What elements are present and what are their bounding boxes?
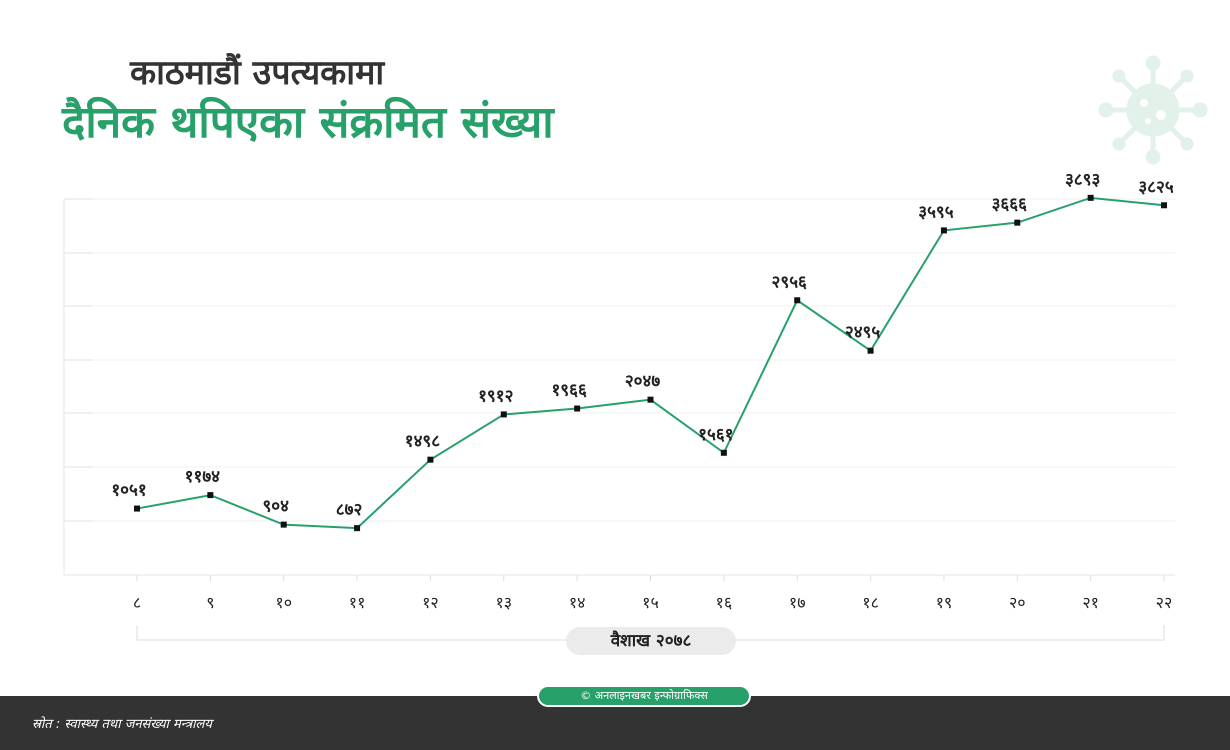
data-point	[280, 521, 287, 528]
x-tick-label: ९	[206, 593, 214, 612]
data-label: ३६६६	[992, 195, 1028, 215]
data-point	[574, 405, 581, 412]
data-label: ११७४	[185, 467, 221, 487]
data-label: ३५९५	[918, 202, 954, 222]
data-label: १९१२	[478, 386, 513, 406]
x-tick-label: ११	[349, 593, 366, 612]
data-label: ३८९३	[1065, 170, 1100, 190]
data-point	[647, 396, 654, 403]
x-axis-label: वैशाख २०७८	[566, 627, 736, 655]
data-label: ८७२	[336, 500, 363, 520]
data-point	[500, 411, 507, 418]
data-point	[354, 525, 361, 532]
x-tick-label: १०	[275, 593, 292, 612]
x-tick-label: ८	[133, 593, 141, 612]
data-point	[207, 492, 214, 499]
credit-badge: © अनलाइनखबर इन्फोग्राफिक्स	[537, 685, 751, 707]
x-tick-label: २०	[1009, 593, 1026, 612]
data-label: २४९५	[845, 323, 881, 343]
x-tick-label: २१	[1082, 593, 1099, 612]
line-chart: ८ ९ १० ११ १२ १३ १४ १५ १६ १७ १८ १९ २० २१ २२ १०५१ ११७४ ९०४ ८…	[63, 170, 1175, 641]
x-tick-label: १८	[862, 593, 879, 612]
data-point	[1014, 219, 1021, 226]
data-point	[867, 347, 874, 354]
x-tick-label: १६	[716, 593, 733, 612]
virus-icon	[1098, 55, 1208, 165]
data-label: ९०४	[262, 497, 289, 517]
data-point	[134, 505, 140, 512]
title-line-2: दैनिक थपिएका संक्रमित संख्या	[62, 97, 554, 148]
data-point	[427, 456, 434, 463]
data-point	[720, 449, 727, 456]
x-tick-label: १३	[495, 593, 512, 612]
x-tick-label: १७	[789, 593, 806, 612]
data-label: ३८२५	[1138, 177, 1174, 197]
data-point	[1087, 194, 1094, 201]
data-label: १९६६	[551, 381, 587, 401]
data-label: १०५१	[111, 481, 146, 501]
data-point	[940, 227, 947, 234]
source-text: स्रोत : स्वास्थ्य तथा जनसंख्या मन्त्रालय	[32, 717, 212, 732]
title-line-1: काठमाडौं उपत्यकामा	[130, 53, 385, 93]
series-line	[136, 196, 1165, 530]
x-tick-label: १२	[422, 593, 439, 612]
data-label: १४९८	[405, 432, 441, 452]
x-tick-label: १९	[936, 593, 953, 612]
data-label: २०४७	[625, 372, 661, 392]
x-tick-label: २२	[1156, 593, 1173, 612]
x-tick-label: १४	[569, 593, 586, 612]
x-tick-label: १५	[642, 593, 659, 612]
data-label: २९५६	[772, 272, 808, 292]
data-label: १५६१	[698, 425, 733, 445]
data-point	[1161, 202, 1167, 209]
data-point	[794, 297, 801, 304]
